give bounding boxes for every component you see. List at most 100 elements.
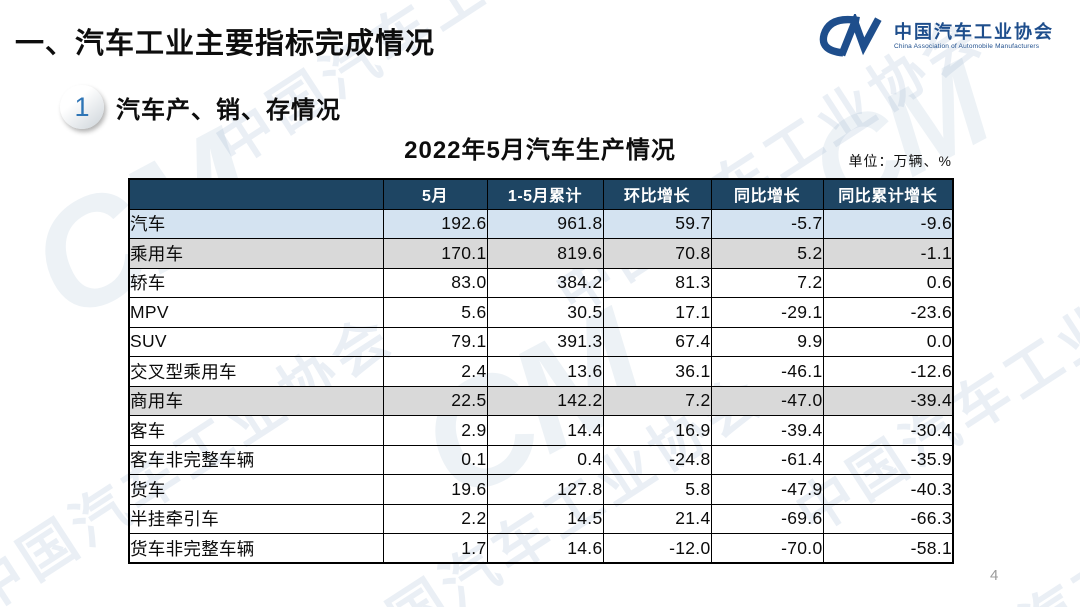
cell-value: -39.4 xyxy=(710,415,824,446)
col-header-label xyxy=(128,178,384,210)
cell-value: -12.6 xyxy=(822,356,954,387)
col-header-mom: 环比增长 xyxy=(602,178,712,210)
page-number: 4 xyxy=(990,567,999,584)
row-label: 半挂牵引车 xyxy=(128,503,384,534)
cell-value: 819.6 xyxy=(486,238,604,269)
cell-value: -23.6 xyxy=(822,297,954,328)
table-row: 货车非完整车辆 1.7 14.6 -12.0 -70.0 -58.1 xyxy=(128,533,954,564)
cell-value: 70.8 xyxy=(602,238,712,269)
cell-value: 79.1 xyxy=(382,326,488,357)
cell-value: 127.8 xyxy=(486,474,604,505)
cell-value: 7.2 xyxy=(602,385,712,416)
cell-value: -66.3 xyxy=(822,503,954,534)
cell-value: 81.3 xyxy=(602,267,712,298)
caam-cm-logo-icon xyxy=(819,14,882,57)
cell-value: -69.6 xyxy=(710,503,824,534)
col-header-yoyytd: 同比累计增长 xyxy=(822,178,954,210)
cell-value: 21.4 xyxy=(602,503,712,534)
cell-value: -5.7 xyxy=(710,208,824,239)
col-header-month: 5月 xyxy=(382,178,488,210)
cell-value: 83.0 xyxy=(382,267,488,298)
table-row: 交叉型乘用车 2.4 13.6 36.1 -46.1 -12.6 xyxy=(128,356,954,387)
table-row: 商用车 22.5 142.2 7.2 -47.0 -39.4 xyxy=(128,385,954,416)
cell-value: 30.5 xyxy=(486,297,604,328)
row-label: 乘用车 xyxy=(128,238,384,269)
cell-value: -47.0 xyxy=(710,385,824,416)
cell-value: 2.2 xyxy=(382,503,488,534)
cell-value: 2.4 xyxy=(382,356,488,387)
table-row: 汽车 192.6 961.8 59.7 -5.7 -9.6 xyxy=(128,208,954,239)
row-label: 货车 xyxy=(128,474,384,505)
table-row: 轿车 83.0 384.2 81.3 7.2 0.6 xyxy=(128,267,954,298)
caam-logo: 中国汽车工业协会 China Association of Automobile… xyxy=(812,14,1054,58)
cell-value: 5.2 xyxy=(710,238,824,269)
table-row: 乘用车 170.1 819.6 70.8 5.2 -1.1 xyxy=(128,238,954,269)
cell-value: -61.4 xyxy=(710,444,824,475)
cell-value: 14.4 xyxy=(486,415,604,446)
cell-value: -9.6 xyxy=(822,208,954,239)
row-label: 客车非完整车辆 xyxy=(128,444,384,475)
cell-value: 0.0 xyxy=(822,326,954,357)
cell-value: -39.4 xyxy=(822,385,954,416)
section-number-badge: 1 xyxy=(60,85,104,129)
row-label: 交叉型乘用车 xyxy=(128,356,384,387)
caam-logo-name-en: China Association of Automobile Manufact… xyxy=(894,42,1040,50)
cell-value: 0.1 xyxy=(382,444,488,475)
table-row: 客车 2.9 14.4 16.9 -39.4 -30.4 xyxy=(128,415,954,446)
cell-value: 5.8 xyxy=(602,474,712,505)
production-table: 5月 1-5月累计 环比增长 同比增长 同比累计增长 汽车 192.6 961.… xyxy=(128,178,954,564)
cell-value: -30.4 xyxy=(822,415,954,446)
cell-value: 67.4 xyxy=(602,326,712,357)
caam-logo-name-cn: 中国汽车工业协会 xyxy=(894,22,1054,43)
table-row: 半挂牵引车 2.2 14.5 21.4 -69.6 -66.3 xyxy=(128,503,954,534)
cell-value: 142.2 xyxy=(486,385,604,416)
cell-value: 1.7 xyxy=(382,533,488,564)
cell-value: -29.1 xyxy=(710,297,824,328)
cell-value: 9.9 xyxy=(710,326,824,357)
cell-value: 17.1 xyxy=(602,297,712,328)
col-header-yoy: 同比增长 xyxy=(710,178,824,210)
section-heading: 1 汽车产、销、存情况 xyxy=(60,85,341,129)
table-row: 客车非完整车辆 0.1 0.4 -24.8 -61.4 -35.9 xyxy=(128,444,954,475)
cell-value: 384.2 xyxy=(486,267,604,298)
unit-label: 单位：万辆、% xyxy=(848,153,952,169)
cell-value: -12.0 xyxy=(602,533,712,564)
table-row: MPV 5.6 30.5 17.1 -29.1 -23.6 xyxy=(128,297,954,328)
cell-value: 2.9 xyxy=(382,415,488,446)
cell-value: -70.0 xyxy=(710,533,824,564)
cell-value: -40.3 xyxy=(822,474,954,505)
row-label: 轿车 xyxy=(128,267,384,298)
cell-value: 13.6 xyxy=(486,356,604,387)
cell-value: 19.6 xyxy=(382,474,488,505)
table-header-row: 5月 1-5月累计 环比增长 同比增长 同比累计增长 xyxy=(128,178,954,210)
cell-value: -58.1 xyxy=(822,533,954,564)
cell-value: -47.9 xyxy=(710,474,824,505)
cell-value: 59.7 xyxy=(602,208,712,239)
cell-value: 14.6 xyxy=(486,533,604,564)
cell-value: 0.4 xyxy=(486,444,604,475)
table-title: 2022年5月汽车生产情况 xyxy=(404,137,676,164)
table-row: 货车 19.6 127.8 5.8 -47.9 -40.3 xyxy=(128,474,954,505)
table-row: SUV 79.1 391.3 67.4 9.9 0.0 xyxy=(128,326,954,357)
cell-value: -24.8 xyxy=(602,444,712,475)
cell-value: 170.1 xyxy=(382,238,488,269)
cell-value: 391.3 xyxy=(486,326,604,357)
cell-value: 16.9 xyxy=(602,415,712,446)
row-label: 商用车 xyxy=(128,385,384,416)
cell-value: 14.5 xyxy=(486,503,604,534)
cell-value: 7.2 xyxy=(710,267,824,298)
cell-value: -46.1 xyxy=(710,356,824,387)
row-label: SUV xyxy=(128,326,384,357)
col-header-ytd: 1-5月累计 xyxy=(486,178,604,210)
cell-value: 961.8 xyxy=(486,208,604,239)
row-label: 货车非完整车辆 xyxy=(128,533,384,564)
cell-value: 5.6 xyxy=(382,297,488,328)
page-title: 一、汽车工业主要指标完成情况 xyxy=(15,28,436,60)
row-label: 客车 xyxy=(128,415,384,446)
cell-value: -1.1 xyxy=(822,238,954,269)
cell-value: 192.6 xyxy=(382,208,488,239)
cell-value: -35.9 xyxy=(822,444,954,475)
row-label: MPV xyxy=(128,297,384,328)
cell-value: 22.5 xyxy=(382,385,488,416)
